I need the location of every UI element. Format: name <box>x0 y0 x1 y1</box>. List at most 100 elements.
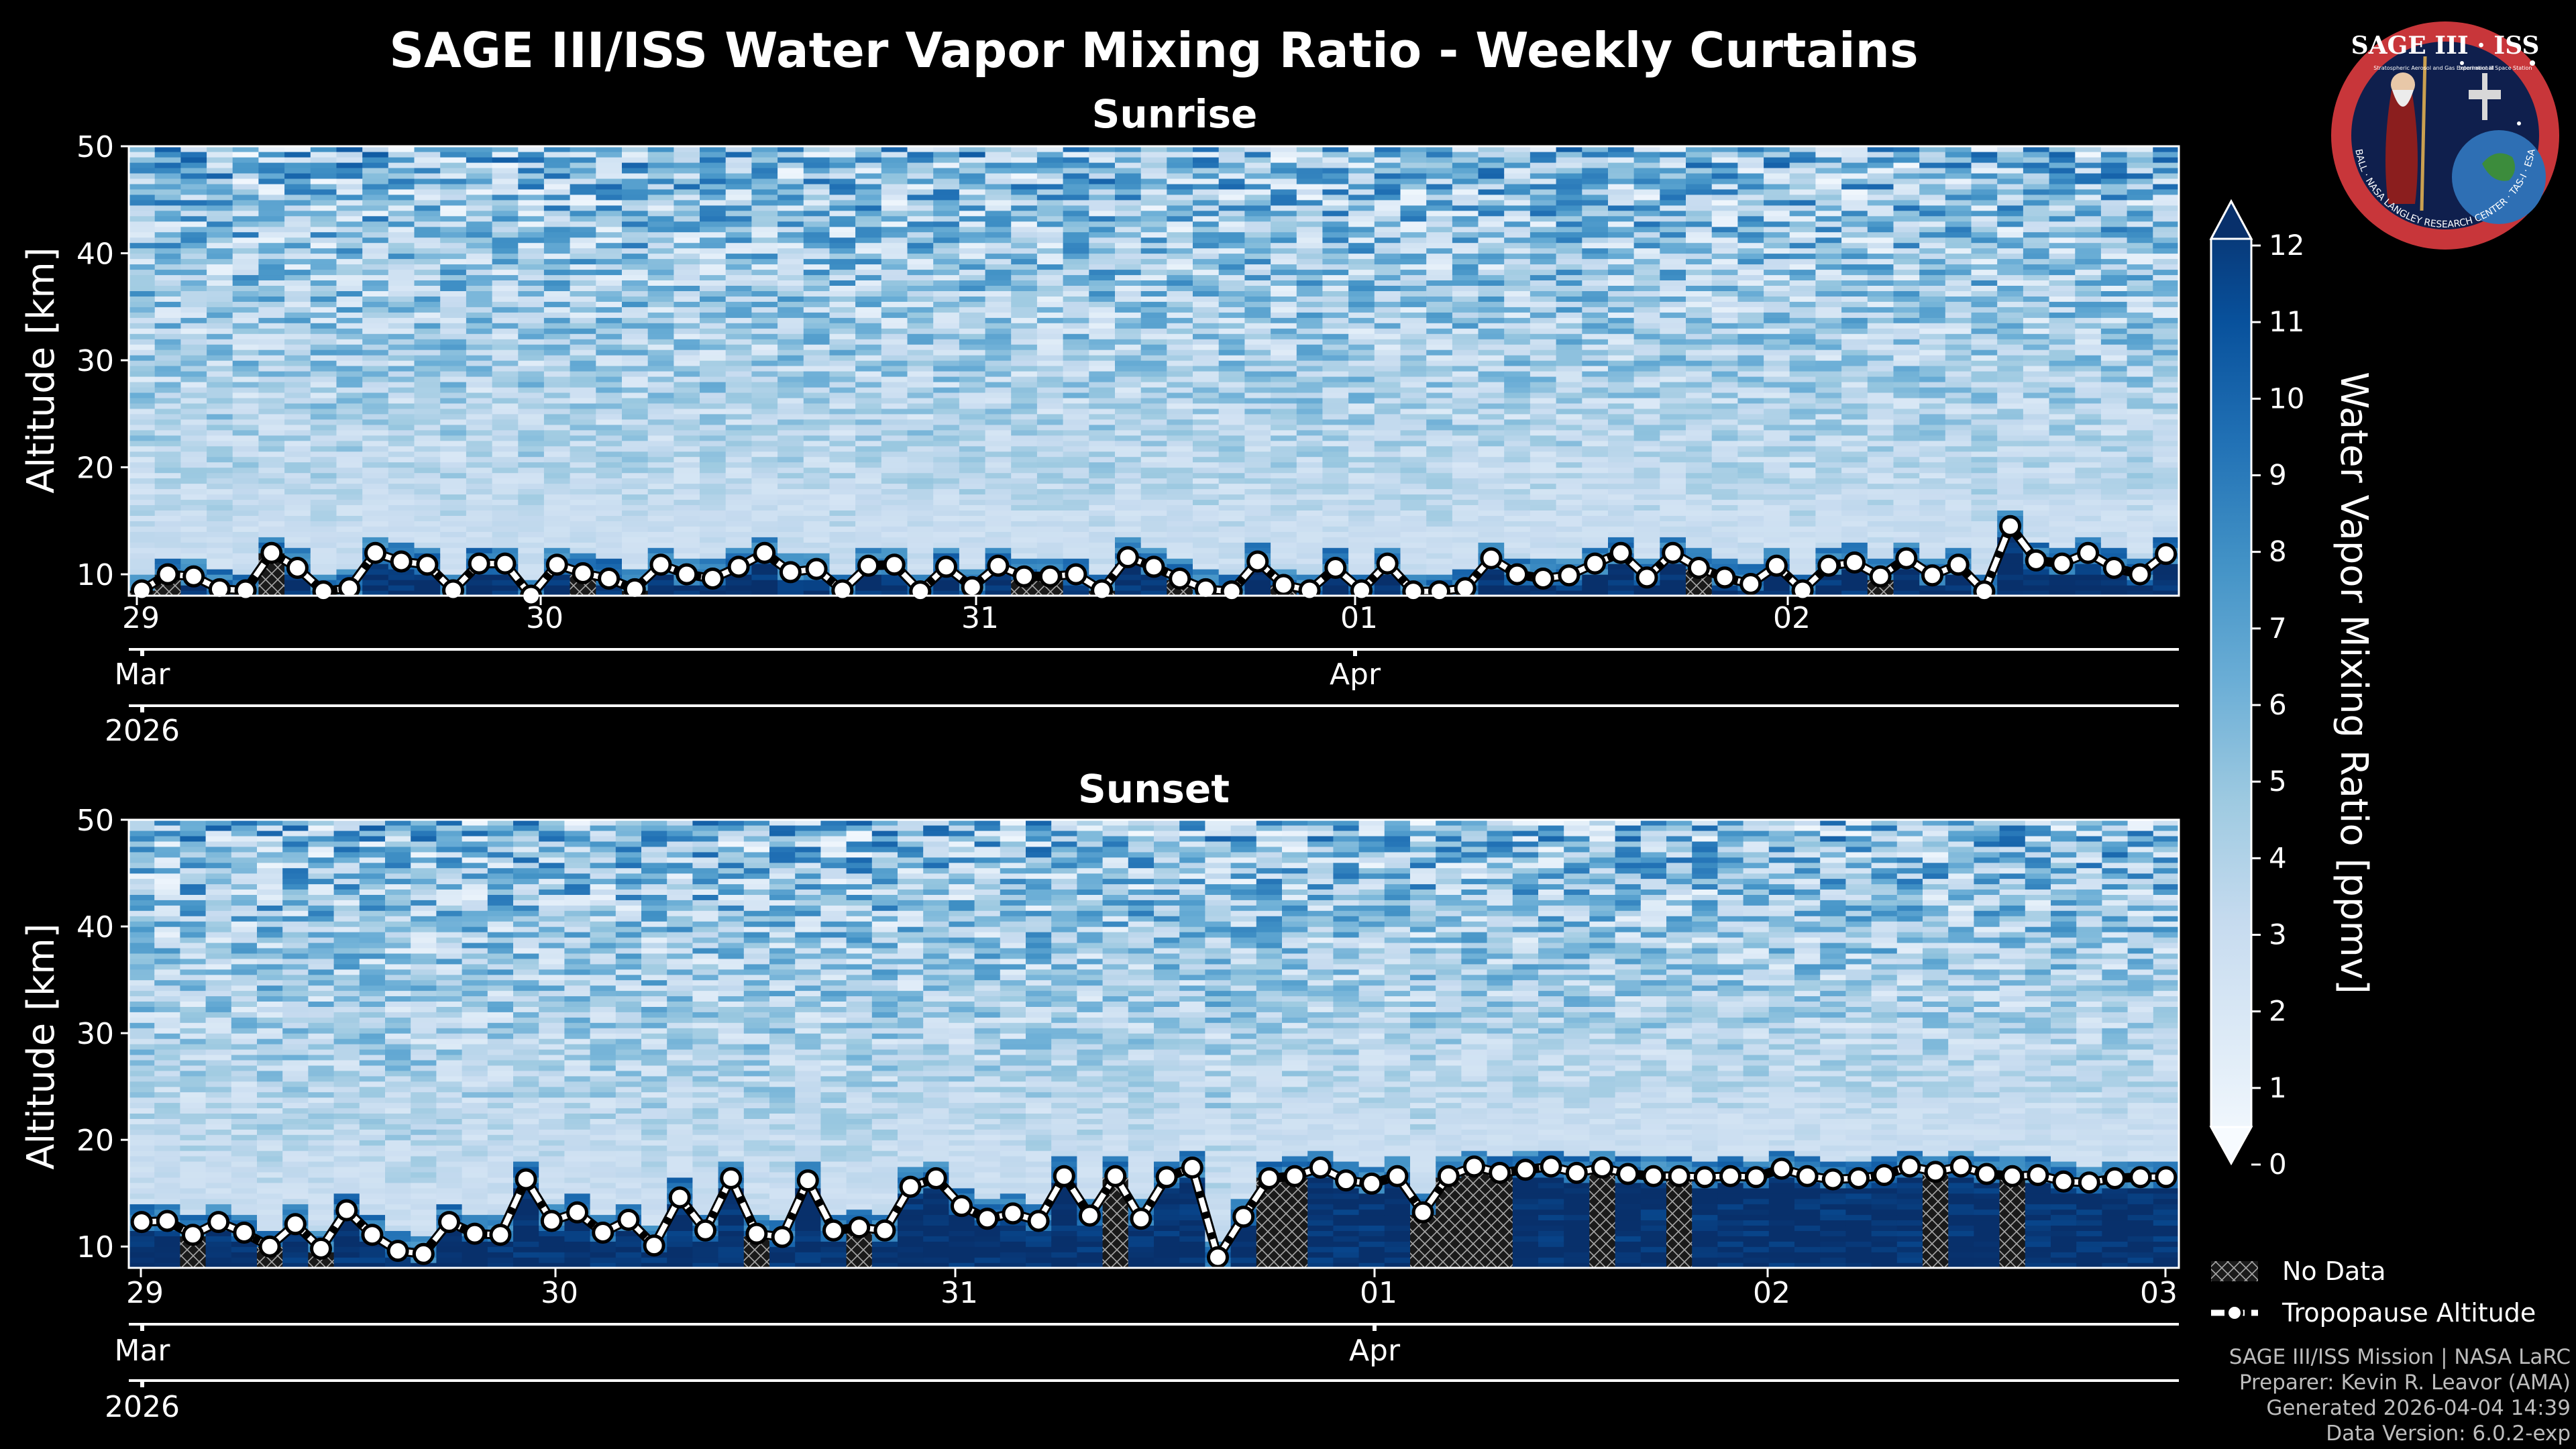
heatmap-cell <box>1529 526 1557 532</box>
heatmap-cell <box>725 445 752 452</box>
heatmap-cell <box>1140 231 1167 238</box>
heatmap-cell <box>674 360 700 366</box>
heatmap-cell <box>881 408 908 415</box>
heatmap-cell <box>622 371 649 377</box>
heatmap-cell <box>414 467 441 474</box>
heatmap-cell <box>1633 553 1660 559</box>
heatmap-cell <box>777 494 804 500</box>
heatmap-cell <box>1271 189 1297 195</box>
heatmap-cell <box>543 146 571 152</box>
heatmap-cell <box>596 451 623 458</box>
heatmap-cell <box>154 280 181 286</box>
heatmap-cell <box>881 424 908 431</box>
heatmap-cell <box>1504 382 1531 388</box>
heatmap-cell <box>1089 553 1116 559</box>
heatmap-cell <box>1478 328 1505 334</box>
heatmap-cell <box>129 558 156 564</box>
heatmap-cell <box>1582 397 1609 404</box>
heatmap-cell <box>803 242 830 249</box>
heatmap-cell <box>1193 183 1220 190</box>
heatmap-cell <box>1348 413 1375 420</box>
heatmap-cell <box>1529 152 1557 158</box>
heatmap-cell <box>310 333 337 339</box>
heatmap-cell <box>855 215 882 222</box>
heatmap-cell <box>518 178 545 184</box>
heatmap-cell <box>1426 397 1453 404</box>
heatmap-cell <box>232 344 259 350</box>
heatmap-cell <box>258 435 285 441</box>
heatmap-cell <box>1218 264 1245 270</box>
heatmap-cell <box>518 296 545 302</box>
heatmap-cell <box>933 152 960 158</box>
heatmap-cell <box>1244 574 1271 580</box>
heatmap-cell <box>570 585 596 591</box>
heatmap-cell <box>1140 590 1167 596</box>
heatmap-cell <box>622 237 649 244</box>
heatmap-cell <box>440 483 467 490</box>
heatmap-cell <box>1140 585 1167 591</box>
heatmap-cell <box>622 419 649 425</box>
heatmap-cell <box>647 237 674 244</box>
heatmap-cell <box>1193 424 1220 431</box>
heatmap-cell <box>596 157 623 163</box>
heatmap-cell <box>907 221 934 227</box>
heatmap-cell <box>647 253 674 260</box>
heatmap-cell <box>1193 392 1220 398</box>
heatmap-cell <box>543 413 571 420</box>
heatmap-cell <box>1426 317 1453 323</box>
heatmap-cell <box>829 146 856 152</box>
heatmap-cell <box>1608 402 1635 409</box>
heatmap-cell <box>1608 290 1635 297</box>
heatmap-cell <box>543 221 571 227</box>
heatmap-cell <box>1218 382 1245 388</box>
heatmap-cell <box>1374 339 1401 345</box>
heatmap-cell <box>959 413 986 420</box>
heatmap-cell <box>1167 392 1193 398</box>
heatmap-cell <box>1529 215 1557 222</box>
heatmap-cell <box>570 231 596 238</box>
heatmap-cell <box>1322 392 1349 398</box>
heatmap-cell <box>207 157 233 163</box>
heatmap-cell <box>855 499 882 505</box>
heatmap-cell <box>881 590 908 596</box>
heatmap-cell <box>622 189 649 195</box>
heatmap-cell <box>310 157 337 163</box>
heatmap-cell <box>1167 205 1193 211</box>
heatmap-cell <box>1271 376 1297 382</box>
heatmap-cell <box>674 382 700 388</box>
heatmap-cell <box>1115 199 1142 206</box>
heatmap-cell <box>518 328 545 334</box>
heatmap-cell <box>1322 360 1349 366</box>
heatmap-cell <box>1089 248 1116 254</box>
heatmap-cell <box>1193 189 1220 195</box>
heatmap-cell <box>258 585 285 591</box>
heatmap-cell <box>777 323 804 329</box>
heatmap-cell <box>388 472 415 479</box>
heatmap-cell <box>1633 366 1660 372</box>
heatmap-cell <box>1426 462 1453 468</box>
heatmap-cell <box>933 451 960 458</box>
heatmap-cell <box>1478 488 1505 495</box>
heatmap-cell <box>881 237 908 244</box>
heatmap-cell <box>1296 558 1324 564</box>
heatmap-cell <box>881 189 908 195</box>
heatmap-cell <box>829 333 856 339</box>
heatmap-cell <box>1504 504 1531 511</box>
heatmap-cell <box>622 472 649 479</box>
heatmap-cell <box>725 253 752 260</box>
heatmap-cell <box>1063 462 1089 468</box>
heatmap-cell <box>543 290 571 297</box>
heatmap-cell <box>1063 499 1089 505</box>
heatmap-cell <box>622 392 649 398</box>
heatmap-cell <box>1140 189 1167 195</box>
heatmap-cell <box>1011 344 1038 350</box>
heatmap-cell <box>1322 440 1349 447</box>
heatmap-cell <box>440 264 467 270</box>
heatmap-cell <box>1115 183 1142 190</box>
heatmap-cell <box>258 178 285 184</box>
heatmap-cell <box>570 360 596 366</box>
heatmap-cell <box>1348 146 1375 152</box>
heatmap-cell <box>154 419 181 425</box>
heatmap-cell <box>1529 183 1557 190</box>
heatmap-cell <box>1348 392 1375 398</box>
